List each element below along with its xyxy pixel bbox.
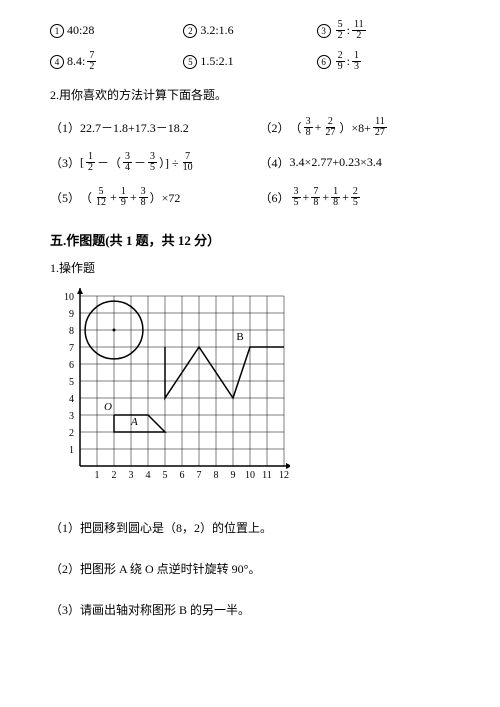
svg-text:2: 2 xyxy=(112,470,117,481)
circle-num-2: 2 xyxy=(183,24,197,38)
calc-row-2: （3） [ 12 －（ 34 － 35 ）] ÷ 710 （4） 3.4×2.7… xyxy=(50,152,450,173)
svg-text:2: 2 xyxy=(69,428,74,439)
ratio-row-1: 1 40:28 2 3.2:1.6 3 52 : 112 xyxy=(50,20,450,41)
svg-text:B: B xyxy=(236,331,243,343)
svg-text:1: 1 xyxy=(69,445,74,456)
circle-num-3: 3 xyxy=(317,24,331,38)
svg-text:10: 10 xyxy=(245,470,255,481)
calc-5: （5） （ 512 + 19 + 38 ）×72 xyxy=(50,187,260,208)
graph-container: 12345678910123456789101112BAO xyxy=(50,286,450,495)
calc-6: （6） 35 + 78 + 18 + 25 xyxy=(260,187,450,208)
svg-text:8: 8 xyxy=(69,326,74,337)
calc-2: （2） （ 38 + 227 ）×8+ 1127 xyxy=(260,117,450,138)
calc-row-1: （1） 22.7－1.8+17.3－18.2 （2） （ 38 + 227 ）×… xyxy=(50,117,450,138)
ratio-item-5: 5 1.5:2.1 xyxy=(183,51,316,72)
calc-row-3: （5） （ 512 + 19 + 38 ）×72 （6） 35 + 78 + 1… xyxy=(50,187,450,208)
svg-text:O: O xyxy=(104,401,112,413)
q2-prompt: 2.用你喜欢的方法计算下面各题。 xyxy=(50,86,450,103)
svg-text:3: 3 xyxy=(129,470,134,481)
svg-text:6: 6 xyxy=(69,360,74,371)
ratio-item-3: 3 52 : 112 xyxy=(317,20,450,41)
ratio-item-4: 4 8.4: 72 xyxy=(50,51,183,72)
sub-question-3: （3）请画出轴对称图形 B 的另一半。 xyxy=(50,601,450,618)
circle-num-4: 4 xyxy=(50,55,64,69)
ratio-row-2: 4 8.4: 72 5 1.5:2.1 6 29 : 13 xyxy=(50,51,450,72)
svg-text:6: 6 xyxy=(180,470,185,481)
svg-text:3: 3 xyxy=(69,411,74,422)
circle-num-6: 6 xyxy=(317,55,331,69)
ratio-item-1: 1 40:28 xyxy=(50,20,183,41)
calc-4: （4） 3.4×2.77+0.23×3.4 xyxy=(260,152,450,173)
ratio-text-1: 40:28 xyxy=(67,23,94,38)
sub-question-2: （2）把图形 A 绕 O 点逆时针旋转 90°。 xyxy=(50,560,450,577)
ratio-text-2: 3.2:1.6 xyxy=(200,23,233,38)
ratio-text-5: 1.5:2.1 xyxy=(200,54,233,69)
svg-text:5: 5 xyxy=(163,470,168,481)
svg-text:A: A xyxy=(130,416,138,428)
calc-1: （1） 22.7－1.8+17.3－18.2 xyxy=(50,117,260,138)
ratio-item-2: 2 3.2:1.6 xyxy=(183,20,316,41)
svg-text:4: 4 xyxy=(146,470,151,481)
svg-text:5: 5 xyxy=(69,377,74,388)
svg-text:7: 7 xyxy=(69,343,74,354)
section-5-title: 五.作图题(共 1 题，共 12 分） xyxy=(50,230,450,249)
coordinate-grid: 12345678910123456789101112BAO xyxy=(50,286,290,491)
svg-text:8: 8 xyxy=(214,470,219,481)
circle-num-1: 1 xyxy=(50,24,64,38)
svg-text:11: 11 xyxy=(262,470,272,481)
svg-text:4: 4 xyxy=(69,394,74,405)
ratio-item-6: 6 29 : 13 xyxy=(317,51,450,72)
svg-text:12: 12 xyxy=(279,470,289,481)
svg-text:9: 9 xyxy=(231,470,236,481)
q1-title: 1.操作题 xyxy=(50,259,450,276)
sub-question-1: （1）把圆移到圆心是（8，2）的位置上。 xyxy=(50,519,450,536)
circle-num-5: 5 xyxy=(183,55,197,69)
svg-text:7: 7 xyxy=(197,470,202,481)
svg-text:9: 9 xyxy=(69,309,74,320)
svg-text:1: 1 xyxy=(95,470,100,481)
calc-3: （3） [ 12 －（ 34 － 35 ）] ÷ 710 xyxy=(50,152,260,173)
svg-text:10: 10 xyxy=(64,292,74,303)
